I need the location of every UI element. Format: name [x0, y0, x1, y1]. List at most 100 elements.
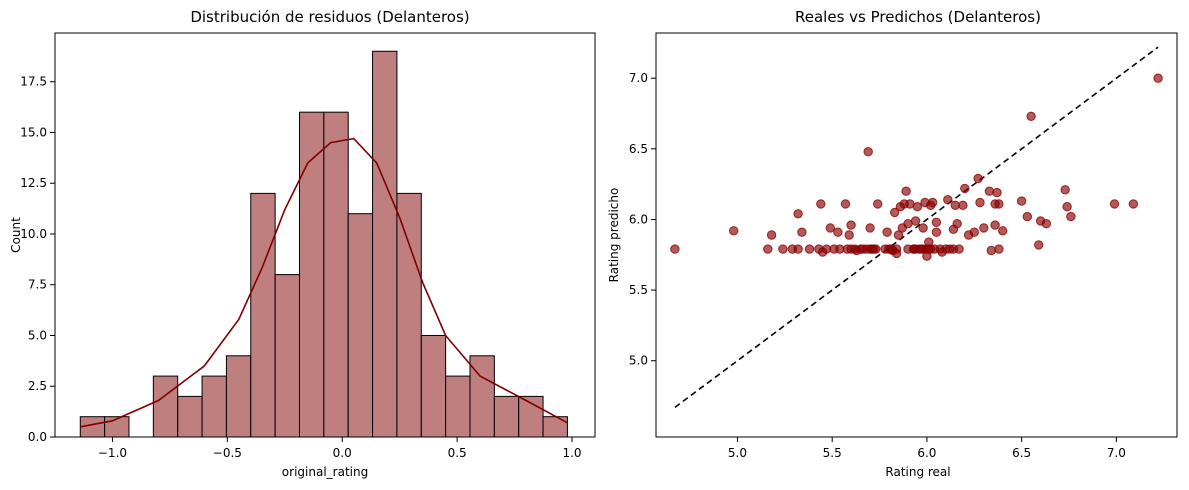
scatter-point [865, 223, 875, 233]
scatter-point [943, 195, 953, 205]
scatter-title: Reales vs Predichos (Delanteros) [795, 8, 1041, 26]
hist-x-tick-label: 1.0 [562, 446, 581, 460]
hist-bar [201, 375, 227, 438]
hist-x-ticks: −1.0 −0.5 0.0 0.5 1.0 [98, 437, 582, 460]
scatter-x-tick-label: 5.5 [823, 446, 842, 460]
scatter-y-tick-label: 6.0 [629, 212, 648, 226]
scatter-point [804, 244, 815, 254]
scatter-x-tick-label: 6.0 [917, 446, 936, 460]
histogram-chart: Distribución de residuos (Delanteros) −1… [9, 8, 596, 479]
scatter-x-tick-label: 6.5 [1012, 446, 1031, 460]
scatter-y-tick-label: 7.0 [629, 71, 648, 85]
hist-bar [323, 111, 349, 438]
hist-bar [250, 192, 276, 438]
scatter-point [952, 219, 962, 229]
hist-bar [177, 395, 203, 438]
scatter-point [844, 230, 854, 240]
scatter-point [1022, 211, 1033, 222]
hist-y-tick-label: 7.5 [28, 278, 47, 292]
hist-title: Distribución de residuos (Delanteros) [190, 8, 469, 26]
scatter-point [973, 173, 983, 184]
scatter-point [873, 199, 883, 209]
hist-x-label: original_rating [282, 465, 368, 479]
scatter-reference-line [674, 46, 1159, 408]
scatter-point [1128, 199, 1139, 209]
scatter-point [763, 244, 773, 254]
scatter-x-ticks: 5.0 5.5 6.0 6.5 7.0 [728, 437, 1126, 460]
scatter-point [890, 207, 900, 218]
scatter-point [954, 244, 964, 254]
scatter-point [984, 186, 995, 196]
scatter-point [871, 244, 881, 254]
hist-bar [225, 355, 252, 438]
hist-axes-frame [54, 32, 596, 438]
hist-y-tick-label: 2.5 [28, 379, 47, 393]
scatter-point [840, 199, 851, 209]
hist-bar [152, 375, 179, 438]
scatter-point [960, 183, 970, 194]
hist-y-tick-label: 15.0 [20, 125, 47, 139]
hist-y-tick-label: 0.0 [28, 430, 47, 444]
scatter-point [793, 209, 803, 219]
scatter-y-label: Rating predicho [607, 188, 621, 283]
hist-bar [298, 111, 325, 438]
scatter-point [958, 200, 968, 211]
hist-bars-group [79, 50, 568, 438]
hist-y-tick-label: 17.5 [20, 75, 47, 89]
hist-x-tick-label: 0.5 [448, 446, 467, 460]
scatter-point [1062, 202, 1072, 212]
hist-bar [542, 416, 568, 438]
scatter-point [882, 227, 892, 237]
scatter-point [846, 220, 856, 230]
hist-bar [445, 375, 471, 438]
scatter-point [1153, 73, 1163, 83]
hist-bar [347, 213, 374, 438]
scatter-chart: Reales vs Predichos (Delanteros) 5.0 5.5 6… [607, 8, 1178, 479]
hist-bar [493, 395, 520, 438]
hist-bar [372, 50, 398, 438]
scatter-x-tick-label: 7.0 [1107, 446, 1126, 460]
hist-kde-line [80, 137, 568, 428]
hist-x-tick-label: −0.5 [213, 446, 242, 460]
scatter-axes-frame [655, 32, 1178, 438]
scatter-point [778, 244, 788, 254]
scatter-point [833, 227, 843, 237]
scatter-point [986, 245, 996, 256]
scatter-point [863, 147, 873, 157]
scatter-point [729, 226, 739, 236]
scatter-point [1034, 240, 1044, 250]
scatter-point [670, 244, 680, 254]
scatter-point [931, 217, 942, 228]
hist-bar [274, 274, 300, 438]
scatter-point [990, 220, 1000, 230]
scatter-point [1060, 185, 1070, 195]
scatter-point [1066, 211, 1076, 222]
scatter-x-tick-label: 5.0 [728, 446, 747, 460]
scatter-point [910, 216, 921, 226]
scatter-point [766, 230, 777, 240]
scatter-point [1026, 111, 1036, 122]
scatter-y-tick-label: 5.0 [629, 354, 648, 368]
scatter-y-tick-label: 5.5 [629, 283, 648, 297]
scatter-point [918, 223, 928, 233]
scatter-point [1041, 219, 1052, 229]
scatter-point [816, 199, 826, 209]
hist-y-tick-label: 12.5 [20, 176, 47, 190]
scatter-y-tick-label: 6.5 [629, 142, 648, 156]
scatter-point [1109, 199, 1120, 209]
hist-bar [420, 334, 447, 438]
hist-y-tick-label: 5.0 [28, 328, 47, 342]
hist-bar [104, 416, 130, 438]
scatter-point [901, 186, 911, 196]
scatter-point [969, 227, 979, 237]
hist-y-label: Count [9, 217, 23, 253]
scatter-point [825, 223, 835, 233]
scatter-point [992, 187, 1002, 198]
scatter-point [912, 202, 923, 212]
scatter-point [994, 244, 1004, 254]
scatter-point [797, 227, 807, 237]
hist-y-tick-label: 10.0 [20, 227, 47, 241]
scatter-point [931, 227, 942, 237]
scatter-point [1016, 196, 1027, 206]
